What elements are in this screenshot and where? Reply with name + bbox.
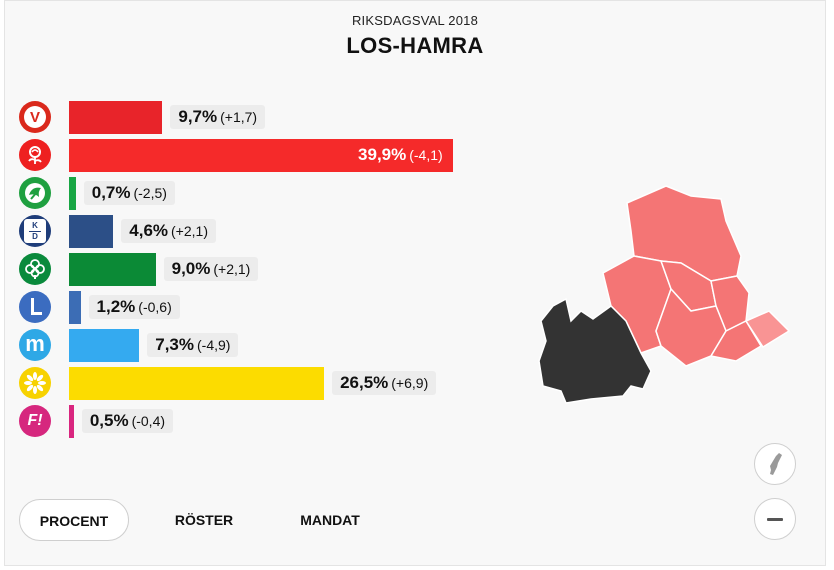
change-sd: (+6,9) — [391, 375, 429, 391]
party-logo-v-icon: V — [19, 101, 51, 133]
bar-mp — [69, 177, 76, 210]
bar-m — [69, 329, 140, 362]
percent-sd: 26,5% — [340, 373, 389, 392]
change-mp: (-2,5) — [133, 185, 167, 201]
map-region-southeast[interactable] — [709, 320, 763, 362]
party-row-mp[interactable]: 0,7% (-2,5) — [19, 176, 479, 212]
percent-mp: 0,7% — [91, 183, 131, 202]
change-s: (-4,1) — [409, 147, 443, 163]
value-label-mp: 0,7% (-2,5) — [83, 181, 175, 205]
sweden-map-button[interactable] — [754, 443, 796, 485]
percent-kd: 4,6% — [129, 221, 169, 240]
page-title: LOS-HAMRA — [346, 33, 484, 58]
bar-c — [69, 253, 156, 286]
sweden-map-icon — [770, 453, 782, 475]
results-panel: RIKSDAGSVAL 2018 LOS-HAMRA V 9,7% (+1,7) — [4, 0, 826, 566]
party-row-l[interactable]: 1,2% (-0,6) — [19, 290, 479, 326]
bar-l — [69, 291, 81, 324]
value-label-l: 1,2% (-0,6) — [88, 295, 180, 319]
minus-icon — [767, 517, 783, 521]
tab-mandat[interactable]: MANDAT — [300, 512, 360, 528]
header: RIKSDAGSVAL 2018 LOS-HAMRA — [5, 13, 825, 59]
bar-v — [69, 101, 163, 134]
percent-c: 9,0% — [171, 259, 211, 278]
party-row-sd[interactable]: 26,5% (+6,9) — [19, 366, 479, 402]
value-label-c: 9,0% (+2,1) — [163, 257, 259, 281]
party-row-v[interactable]: V 9,7% (+1,7) — [19, 100, 479, 136]
party-logo-m-icon: m — [19, 329, 51, 361]
zoom-out-button[interactable] — [754, 498, 796, 540]
change-fi: (-0,4) — [131, 413, 166, 429]
tab-procent[interactable]: PROCENT — [19, 499, 129, 541]
party-logo-mp-dandelion-icon — [19, 177, 51, 209]
change-v: (+1,7) — [220, 109, 258, 125]
bar-fi — [69, 405, 74, 438]
value-label-sd: 26,5% (+6,9) — [332, 371, 437, 395]
bar-sd — [69, 367, 325, 400]
map-region-selected-los-hamra[interactable] — [538, 297, 652, 404]
map-region-tail[interactable] — [744, 310, 791, 349]
party-row-fi[interactable]: F! 0,5% (-0,4) — [19, 404, 479, 440]
change-m: (-4,9) — [197, 337, 231, 353]
party-logo-c-clover-icon — [19, 253, 51, 285]
party-logo-fi-icon: F! — [19, 405, 51, 437]
election-name: RIKSDAGSVAL 2018 — [351, 13, 479, 28]
party-logo-s-rose-icon — [19, 139, 51, 171]
percent-fi: 0,5% — [89, 411, 129, 430]
value-label-s: 39,9% (-4,1) — [350, 143, 451, 167]
value-label-m: 7,3% (-4,9) — [147, 333, 239, 357]
party-logo-l-icon — [19, 291, 51, 323]
party-row-s[interactable]: 39,9% (-4,1) — [19, 138, 479, 174]
percent-s: 39,9% — [358, 145, 407, 164]
tab-roster[interactable]: RÖSTER — [174, 512, 234, 528]
bar-kd — [69, 215, 114, 248]
change-l: (-0,6) — [138, 299, 172, 315]
value-label-fi: 0,5% (-0,4) — [81, 409, 174, 433]
party-logo-sd-flower-icon — [19, 367, 51, 399]
value-label-v: 9,7% (+1,7) — [170, 105, 266, 129]
party-row-m[interactable]: m 7,3% (-4,9) — [19, 328, 479, 364]
change-kd: (+2,1) — [171, 223, 208, 239]
percent-v: 9,7% — [178, 107, 218, 126]
change-c: (+2,1) — [213, 261, 251, 277]
percent-l: 1,2% — [96, 297, 136, 316]
value-label-kd: 4,6% (+2,1) — [121, 219, 216, 243]
percent-m: 7,3% — [155, 335, 194, 354]
bar-s — [69, 139, 454, 172]
party-row-c[interactable]: 9,0% (+2,1) — [19, 252, 479, 288]
district-map[interactable] — [531, 181, 801, 406]
